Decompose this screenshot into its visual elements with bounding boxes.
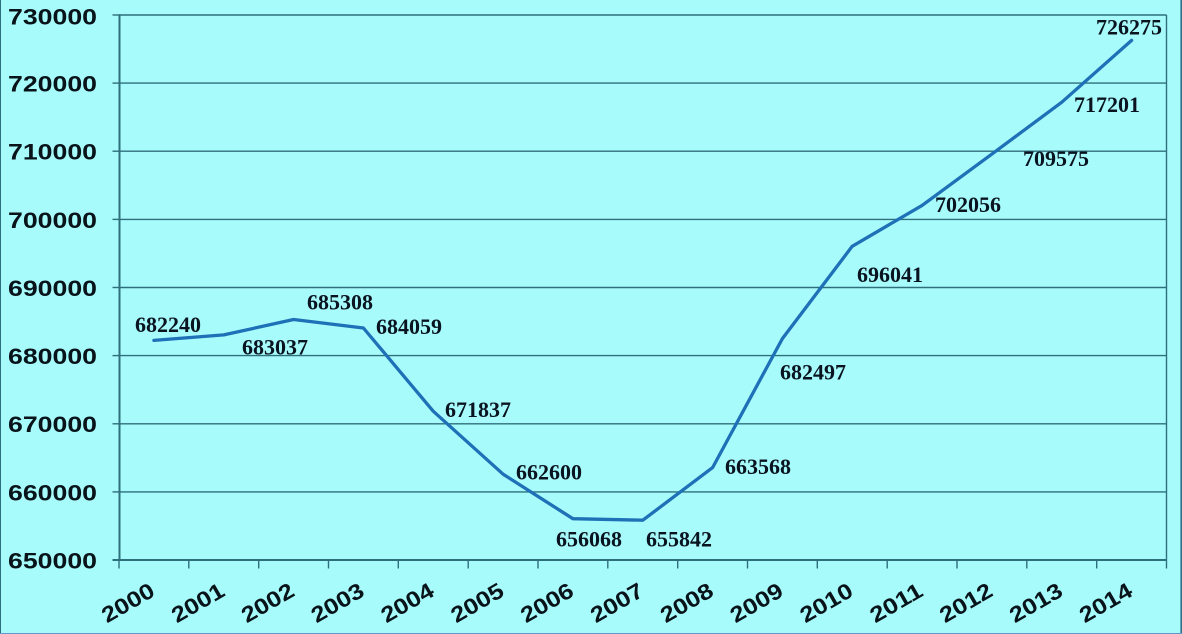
svg-text:700000: 700000 — [8, 208, 97, 233]
svg-text:730000: 730000 — [8, 4, 97, 29]
svg-text:690000: 690000 — [8, 276, 97, 301]
svg-text:682240: 682240 — [135, 312, 201, 337]
svg-text:709575: 709575 — [1023, 146, 1089, 171]
svg-text:696041: 696041 — [857, 262, 923, 287]
svg-text:660000: 660000 — [8, 480, 97, 505]
svg-text:685308: 685308 — [307, 290, 373, 315]
svg-text:683037: 683037 — [242, 335, 308, 360]
svg-text:650000: 650000 — [8, 548, 97, 573]
svg-text:680000: 680000 — [8, 344, 97, 369]
svg-text:702056: 702056 — [935, 192, 1001, 217]
svg-text:663568: 663568 — [725, 454, 791, 479]
svg-text:655842: 655842 — [646, 527, 712, 552]
svg-text:682497: 682497 — [780, 360, 846, 385]
svg-text:656068: 656068 — [556, 527, 622, 552]
svg-text:717201: 717201 — [1074, 92, 1140, 117]
svg-text:710000: 710000 — [8, 140, 97, 165]
svg-text:662600: 662600 — [516, 460, 582, 485]
svg-text:726275: 726275 — [1096, 15, 1162, 40]
svg-text:720000: 720000 — [8, 72, 97, 97]
svg-text:671837: 671837 — [445, 397, 511, 422]
svg-text:670000: 670000 — [8, 412, 97, 437]
svg-text:684059: 684059 — [376, 314, 442, 339]
